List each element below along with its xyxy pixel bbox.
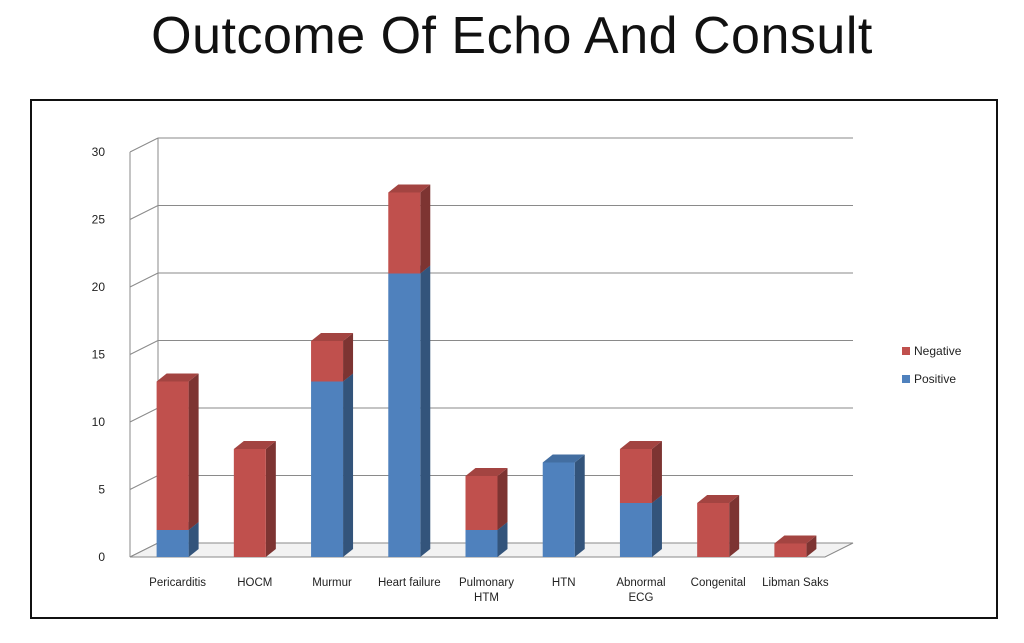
bar-negative-top: [388, 184, 431, 193]
y-tick-label: 5: [98, 483, 105, 497]
x-category-label: Pericarditis: [149, 577, 206, 589]
gridline-depth: [129, 340, 159, 355]
bar-negative-side: [651, 441, 662, 503]
bar-positive: [388, 273, 421, 557]
x-category-label: ECG: [628, 592, 653, 604]
bar-positive-side: [651, 495, 662, 557]
bar-negative-top: [619, 441, 662, 449]
x-category-label: Heart failure: [378, 577, 441, 589]
x-category-label: HTM: [474, 592, 499, 604]
bar-negative-top: [233, 441, 276, 449]
bar-negative-top: [156, 373, 199, 382]
legend-swatch-positive: [902, 375, 910, 383]
x-category-label: Murmur: [312, 577, 352, 589]
bar-negative-side: [343, 333, 354, 382]
bar-negative-side: [497, 468, 508, 530]
bar-positive-side: [343, 373, 354, 557]
bar-negative-side: [420, 184, 431, 274]
legend-label-negative: Negative: [914, 344, 962, 358]
gridline-depth: [129, 475, 159, 490]
bar-negative-top: [465, 468, 508, 476]
y-tick-label: 20: [92, 280, 106, 294]
x-category-label: Libman Saks: [762, 577, 829, 589]
bar-negative-top: [774, 535, 817, 544]
gridline-depth: [129, 137, 159, 153]
bar-negative-side: [729, 495, 740, 557]
y-tick-label: 30: [92, 145, 106, 159]
gridline-depth: [129, 407, 159, 423]
legend-layer: Negative Positive: [902, 344, 962, 386]
bar-negative: [465, 476, 498, 530]
bar-negative: [697, 503, 730, 557]
bar-negative-side: [265, 441, 276, 557]
bar-positive: [311, 381, 344, 557]
x-category-label: Congenital: [691, 577, 746, 589]
label-layer: 0 5 10 15 20 25 30 Pericarditis HOCM Murmur Heart …: [92, 145, 829, 604]
x-category-label: Pulmonary: [459, 577, 514, 589]
bar-negative: [311, 341, 344, 382]
bar-layer: [156, 184, 817, 557]
y-tick-label: 10: [92, 415, 106, 429]
bar-negative-side: [806, 535, 817, 557]
bar-positive-side: [188, 522, 199, 557]
bar-negative: [233, 449, 266, 557]
bar-positive-side: [574, 454, 585, 557]
y-tick-label: 0: [98, 550, 105, 564]
bar-negative: [619, 449, 652, 503]
bar-positive-side: [497, 522, 508, 557]
bar-negative-side: [188, 373, 199, 530]
bar-positive-side: [420, 265, 431, 557]
bar-negative-top: [311, 333, 354, 341]
bar-positive: [542, 462, 575, 557]
x-category-label: HTN: [552, 577, 576, 589]
slide-title: Outcome Of Echo And Consult: [151, 7, 873, 65]
bar-negative: [774, 543, 807, 557]
x-category-label: Abnormal: [616, 577, 665, 589]
gridline-depth: [129, 272, 159, 288]
bar-positive: [619, 503, 652, 557]
y-tick-label: 15: [92, 348, 106, 362]
bar-positive: [156, 530, 189, 557]
bar-positive-top: [542, 454, 585, 463]
x-category-label: HOCM: [237, 577, 272, 589]
legend-label-positive: Positive: [914, 372, 956, 386]
gridline-depth: [129, 205, 159, 220]
bar-positive: [465, 530, 498, 557]
bar-negative-top: [697, 495, 740, 503]
bar-negative: [156, 381, 189, 530]
legend-swatch-negative: [902, 347, 910, 355]
bar-negative: [388, 192, 421, 274]
y-tick-label: 25: [92, 213, 106, 227]
